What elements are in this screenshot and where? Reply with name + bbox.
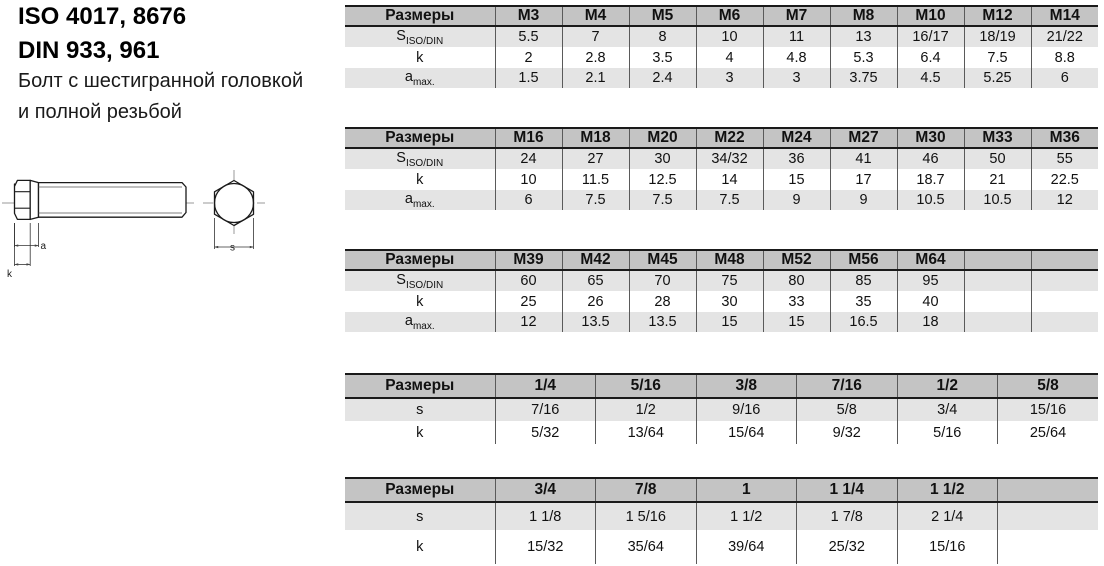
svg-text:a: a [41,241,47,252]
svg-text:s: s [230,243,235,254]
svg-text:k: k [7,269,13,280]
